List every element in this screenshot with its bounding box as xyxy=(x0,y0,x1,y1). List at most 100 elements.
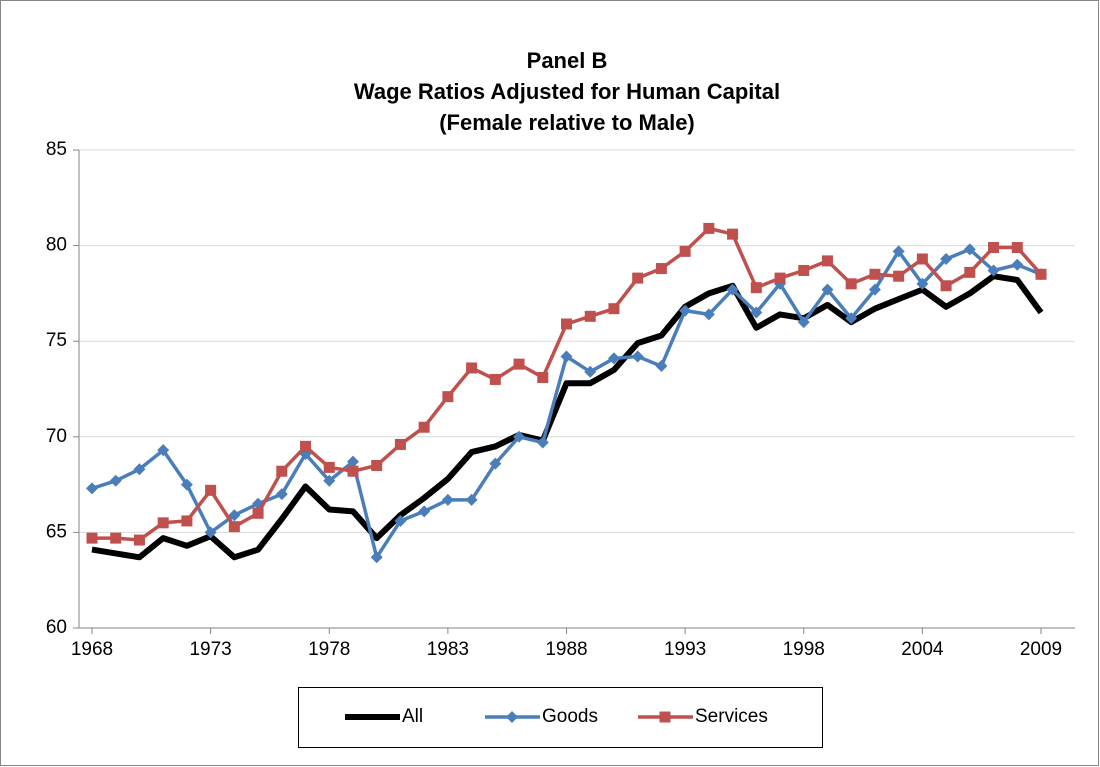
data-point xyxy=(86,482,98,495)
data-point xyxy=(205,484,217,496)
data-point xyxy=(513,430,526,443)
data-point xyxy=(1035,268,1047,280)
legend-label: Goods xyxy=(542,706,598,727)
data-point xyxy=(394,438,406,450)
data-point xyxy=(845,312,858,325)
legend-marker xyxy=(506,711,518,723)
data-point xyxy=(133,534,145,546)
data-point xyxy=(442,391,454,403)
x-tick-label: 2009 xyxy=(1020,639,1062,660)
data-point xyxy=(228,521,240,533)
data-point xyxy=(346,455,359,468)
data-point xyxy=(537,372,549,384)
data-point xyxy=(988,242,1000,254)
data-point xyxy=(798,264,810,276)
data-point xyxy=(987,264,1000,277)
data-point xyxy=(940,252,953,265)
data-point xyxy=(275,488,288,501)
chart-title: Panel B xyxy=(527,48,608,73)
data-point xyxy=(702,308,715,321)
data-point xyxy=(489,373,501,385)
y-tick-label: 75 xyxy=(46,330,67,351)
data-point xyxy=(489,457,502,470)
x-tick-label: 2004 xyxy=(901,639,944,660)
x-tick-label: 1973 xyxy=(189,639,231,660)
x-tick-label: 1998 xyxy=(783,639,825,660)
data-point xyxy=(418,421,430,433)
data-point xyxy=(703,222,715,234)
chart-title: (Female relative to Male) xyxy=(439,110,695,135)
data-point xyxy=(869,268,881,280)
data-point xyxy=(584,365,597,378)
y-tick-label: 65 xyxy=(46,521,67,542)
data-point xyxy=(109,474,122,487)
data-point xyxy=(110,532,122,544)
data-point xyxy=(561,318,572,330)
data-point xyxy=(323,474,336,487)
data-point xyxy=(560,350,573,363)
data-point xyxy=(394,514,407,527)
x-tick-label: 1993 xyxy=(664,639,706,660)
data-point xyxy=(1011,258,1024,271)
data-point xyxy=(655,360,668,373)
x-tick-label: 1988 xyxy=(545,639,587,660)
data-point xyxy=(964,266,976,278)
data-point xyxy=(300,440,312,452)
x-tick-label: 1978 xyxy=(308,639,350,660)
data-point xyxy=(821,255,833,267)
x-tick-label: 1983 xyxy=(427,639,469,660)
data-point xyxy=(963,243,976,256)
data-point xyxy=(727,228,739,240)
data-point xyxy=(821,283,834,296)
data-point xyxy=(726,283,739,296)
data-point xyxy=(204,526,217,539)
data-point xyxy=(536,436,549,449)
data-point xyxy=(608,303,620,315)
data-point xyxy=(181,515,193,527)
data-point xyxy=(868,283,881,296)
x-tick-label: 1968 xyxy=(71,639,113,660)
data-point xyxy=(157,444,170,457)
data-point xyxy=(441,493,454,506)
data-point xyxy=(157,517,169,529)
data-point xyxy=(133,463,146,476)
data-point xyxy=(632,272,644,284)
data-point xyxy=(466,362,478,374)
data-point xyxy=(679,245,691,257)
data-point xyxy=(513,358,525,370)
series-line xyxy=(91,273,1044,561)
data-point xyxy=(276,465,288,477)
data-point xyxy=(607,352,620,365)
data-point xyxy=(940,280,952,292)
data-point xyxy=(86,532,98,544)
data-point xyxy=(750,282,762,294)
data-point xyxy=(371,459,383,471)
data-point xyxy=(750,306,763,319)
data-point xyxy=(347,465,359,477)
data-point xyxy=(180,478,193,491)
chart-title: Wage Ratios Adjusted for Human Capital xyxy=(354,79,780,104)
data-point xyxy=(252,507,264,519)
data-point xyxy=(797,316,810,329)
data-point xyxy=(893,270,905,282)
data-point xyxy=(465,493,478,506)
data-point xyxy=(845,278,857,290)
data-point xyxy=(418,505,431,518)
data-point xyxy=(916,277,929,290)
y-tick-label: 70 xyxy=(46,426,67,447)
data-point xyxy=(774,272,786,284)
data-point xyxy=(631,350,644,363)
y-tick-label: 85 xyxy=(46,139,67,160)
legend-label: Services xyxy=(695,706,768,727)
data-point xyxy=(228,509,241,522)
data-point xyxy=(655,263,667,275)
data-point xyxy=(892,245,905,258)
legend-label: All xyxy=(402,706,423,727)
data-point xyxy=(584,310,596,322)
data-point xyxy=(916,253,928,265)
y-tick-label: 80 xyxy=(46,235,67,256)
y-tick-label: 60 xyxy=(46,617,67,638)
data-point xyxy=(323,461,335,473)
